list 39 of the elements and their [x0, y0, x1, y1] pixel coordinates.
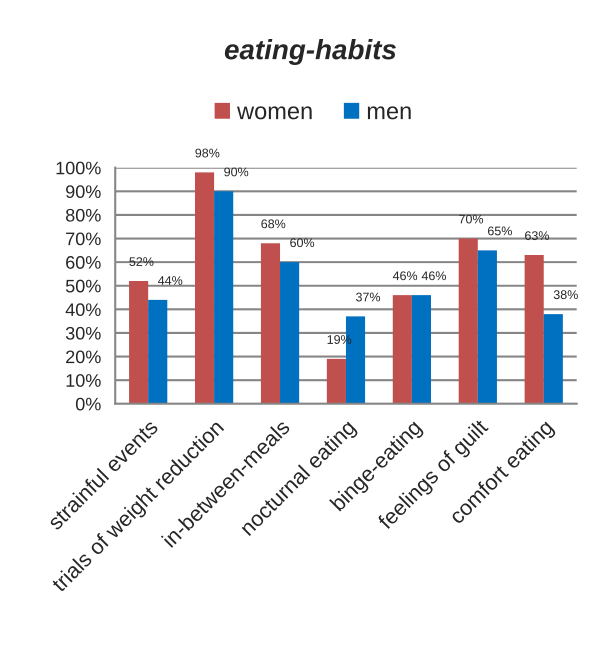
- bar: [214, 191, 234, 404]
- data-label: 68%: [261, 219, 286, 228]
- data-label: 98%: [195, 148, 220, 158]
- y-tick-label: 90%: [66, 185, 101, 198]
- y-tick-label: 50%: [66, 280, 101, 292]
- y-tick-label: 30%: [66, 326, 101, 340]
- bar: [478, 250, 497, 404]
- y-tick-label: 10%: [66, 374, 101, 387]
- data-label: 44%: [158, 276, 182, 285]
- y-tick-label: 60%: [66, 256, 101, 269]
- bar: [458, 238, 478, 404]
- bar: [412, 295, 432, 404]
- data-label: 46%: [422, 271, 446, 280]
- data-label: 65%: [488, 226, 512, 236]
- y-tick-label: 20%: [66, 350, 101, 364]
- bar: [326, 358, 346, 404]
- data-label: 90%: [224, 167, 248, 176]
- bar: [148, 300, 168, 404]
- bar: [260, 243, 280, 404]
- chart-title: eating-habits: [224, 39, 396, 65]
- bar: [544, 314, 563, 404]
- y-tick-label: 70%: [66, 232, 101, 246]
- data-label: 52%: [129, 257, 154, 266]
- data-label: 60%: [290, 238, 314, 248]
- legend-label: men: [368, 106, 411, 120]
- data-label: 46%: [392, 271, 418, 280]
- y-tick-label: 40%: [66, 303, 101, 316]
- y-tick-label: 100%: [56, 162, 101, 174]
- bar: [524, 255, 544, 404]
- bar: [129, 281, 148, 404]
- data-label: 37%: [356, 292, 380, 302]
- data-label: 38%: [554, 290, 578, 300]
- y-tick-label: 0%: [76, 398, 101, 410]
- data-label: 70%: [459, 214, 484, 224]
- y-tick-label: 80%: [66, 208, 101, 222]
- bar: [280, 262, 300, 404]
- bar: [392, 295, 412, 404]
- legend-label: women: [237, 106, 312, 120]
- bar: [194, 172, 214, 404]
